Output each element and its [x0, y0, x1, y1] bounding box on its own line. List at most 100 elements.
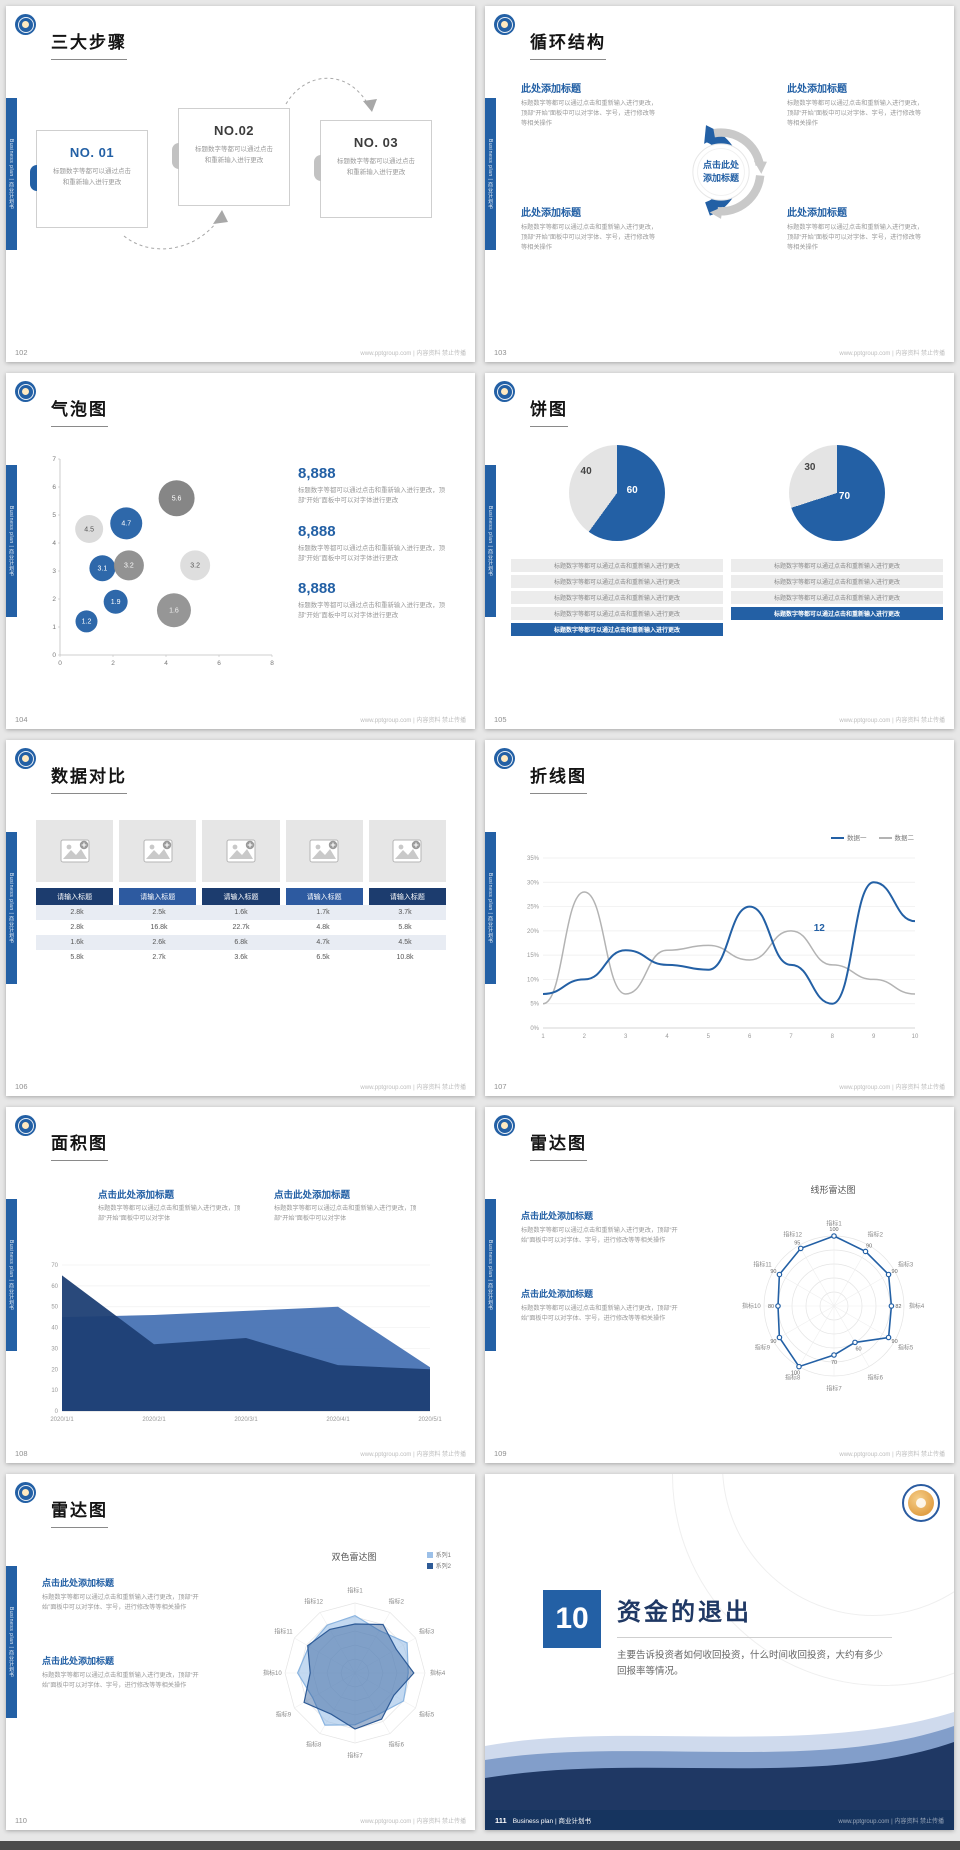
svg-text:指标9: 指标9 [755, 1343, 771, 1351]
svg-text:10: 10 [912, 1034, 919, 1040]
legend-series-2: 系列2 [426, 1561, 451, 1570]
bubble-chart: 0 1 2 3 4 5 6 7 0 2 4 6 8 4.5 4.7 5.6 3.1 3.2 3.2 1.9 1.2 1.6 [40, 451, 282, 678]
slide-105-pie-charts[interactable]: 饼图 40 60 标题数字等都可以通过点击和重新输入进行更改 标题数字等都可以通过点… [485, 373, 954, 729]
svg-text:2020/3/1: 2020/3/1 [234, 1417, 258, 1423]
block-text: 标题数字等都可以通过点击和重新输入进行更改，顶部“开始”面板中可以对字体、字号，… [787, 100, 924, 127]
svg-text:8: 8 [270, 660, 274, 667]
bubble-stats: 8,888 标题数字等都可以通过点击和重新输入进行更改，顶部“开始”面板中可以对… [298, 465, 450, 638]
table-cell: 10.8k [396, 954, 414, 961]
svg-text:40: 40 [51, 1326, 58, 1332]
table-header-cell: 请输入标题 [202, 888, 280, 905]
svg-text:7: 7 [789, 1034, 793, 1040]
footer-site-text: www.pptgroup.com | 内容资料 禁止传播 [839, 1452, 945, 1458]
footer-site-text: www.pptgroup.com | 内容资料 禁止传播 [360, 718, 466, 724]
footer-site-text: www.pptgroup.com | 内容资料 禁止传播 [360, 351, 466, 357]
svg-text:2020/4/1: 2020/4/1 [326, 1417, 350, 1423]
svg-text:1: 1 [52, 624, 56, 631]
table-cell: 4.8k [316, 924, 330, 931]
legend-label: 系列1 [435, 1553, 451, 1559]
table-header-cell: 请输入标题 [368, 888, 446, 905]
block-text: 标题数字等都可以通过点击和重新输入进行更改，顶部“开始”面板中可以对字体 [98, 1205, 241, 1222]
slide-106-data-comparison[interactable]: 数据对比 请输入标题 请输入标题 请输入标题 请输入标题 请输入标题 2.8k 2.5k 1.… [6, 740, 475, 1096]
table-cell: 16.8k [150, 924, 168, 931]
step-card-1: NO. 01 标题数字等都可以通过点击和重新输入进行更改 [30, 130, 148, 228]
svg-text:6: 6 [52, 484, 56, 491]
table-header-cell: 请输入标题 [119, 888, 197, 905]
svg-text:50: 50 [51, 1305, 58, 1311]
legend-series-1: 系列1 [426, 1550, 451, 1559]
school-emblem-icon [902, 1484, 940, 1522]
block-heading: 此处添加标题 [787, 208, 847, 219]
slide-title: 三大步骤 [51, 28, 127, 60]
slide-number: 104 [15, 715, 28, 724]
svg-text:指标5: 指标5 [898, 1343, 914, 1351]
table-cell: 3.6k [234, 954, 248, 961]
slide-number: 107 [494, 1082, 507, 1091]
pie-caption-rows: 标题数字等都可以通过点击和重新输入进行更改 标题数字等都可以通过点击和重新输入进行… [511, 559, 723, 636]
svg-text:指标12: 指标12 [783, 1230, 802, 1238]
table-cell: 5.8k [70, 954, 84, 961]
svg-text:3: 3 [52, 568, 56, 575]
slide-111-section-divider[interactable]: 10 资金的退出 主要告诉投资者如何收回投资，什么时间收回投资，大约有多少回报率… [485, 1474, 954, 1830]
table-cell: 2.7k [152, 954, 166, 961]
radar-chart-title: 线形雷达图 [810, 1185, 856, 1195]
slide-109-radar-line[interactable]: 雷达图 点击此处添加标题 标题数字等都可以通过点击和重新输入进行更改，顶部“开始… [485, 1107, 954, 1463]
slide-title: 面积图 [51, 1129, 108, 1161]
svg-text:指标1: 指标1 [347, 1586, 363, 1594]
pie-value-label: 60 [626, 485, 638, 497]
slide-107-line-chart[interactable]: 折线图 数据一 数据二 0% 5% 10% 15% 20% 25% 30% 35% 1 2 3 4 5 6… [485, 740, 954, 1096]
table-cell: 2.8k [70, 924, 84, 931]
slide-title: 饼图 [530, 395, 568, 427]
bottom-strip [0, 1841, 960, 1850]
sidebar-ribbon: Business plan | 商业计划书 [485, 465, 496, 617]
stat-value: 8,888 [298, 522, 336, 540]
school-logo-icon [15, 381, 36, 402]
svg-text:4.5: 4.5 [84, 526, 94, 533]
table-cell: 4.5k [398, 939, 412, 946]
svg-text:90: 90 [892, 1339, 898, 1345]
pie-chart-left: 40 60 标题数字等都可以通过点击和重新输入进行更改 标题数字等都可以通过点击和重… [511, 445, 723, 639]
sidebar-ribbon: Business plan | 商业计划书 [485, 98, 496, 250]
slide-110-radar-dual[interactable]: 雷达图 点击此处添加标题 标题数字等都可以通过点击和重新输入进行更改，顶部“开始… [6, 1474, 475, 1830]
slide-102-three-steps[interactable]: 三大步骤 NO. 01 标题数字等都可以通过点击和重新输入进行更改 NO.02 … [6, 6, 475, 362]
svg-text:90: 90 [866, 1243, 872, 1249]
slide-title: 循环结构 [530, 28, 606, 60]
step-card-3: NO. 03 标题数字等都可以通过点击和重新输入进行更改 [314, 120, 432, 218]
svg-text:2020/2/1: 2020/2/1 [142, 1417, 166, 1423]
table-row: 2.8k 16.8k 22.7k 4.8k 5.8k [36, 920, 446, 935]
pie-disc [569, 445, 665, 541]
legend-series-1: 数据一 [831, 832, 867, 842]
block-text: 标题数字等都可以通过点击和重新输入进行更改，顶部“开始”面板中可以对字体、字号，… [521, 100, 658, 127]
school-logo-icon [494, 381, 515, 402]
pie-caption-row: 标题数字等都可以通过点击和重新输入进行更改 [731, 591, 943, 604]
block-text: 标题数字等都可以通过点击和重新输入进行更改，顶部“开始”面板中可以对字体、字号，… [521, 1227, 678, 1244]
svg-text:60: 60 [855, 1346, 861, 1352]
svg-text:3.2: 3.2 [124, 563, 134, 570]
sidebar-ribbon: Business plan | 商业计划书 [485, 832, 496, 984]
svg-text:80: 80 [768, 1304, 774, 1310]
table-cell: 22.7k [232, 924, 250, 931]
slide-103-cycle[interactable]: 循环结构 此处添加标题 标题数字等都可以通过点击和重新输入进行更改，顶部“开始”… [485, 6, 954, 362]
svg-text:0: 0 [58, 660, 62, 667]
svg-text:5: 5 [52, 512, 56, 519]
cycle-block-3: 此处添加标题 标题数字等都可以通过点击和重新输入进行更改，顶部“开始”面板中可以… [521, 204, 659, 253]
slide-number: 103 [494, 348, 507, 357]
svg-text:25%: 25% [527, 905, 540, 911]
school-logo-icon [15, 1482, 36, 1503]
stat-text: 标题数字等都可以通过点击和重新输入进行更改，顶部“开始”面板中可以对字体进行更改 [298, 544, 445, 562]
svg-text:12: 12 [814, 923, 826, 934]
svg-text:35%: 35% [527, 856, 540, 862]
slide-108-area-chart[interactable]: 面积图 点击此处添加标题 标题数字等都可以通过点击和重新输入进行更改，顶部“开始… [6, 1107, 475, 1463]
footer-left: 111 Business plan | 商业计划书 [495, 1815, 591, 1825]
pie-caption-rows: 标题数字等都可以通过点击和重新输入进行更改 标题数字等都可以通过点击和重新输入进行… [731, 559, 943, 620]
slide-104-bubble-chart[interactable]: 气泡图 0 1 2 3 4 5 6 7 0 2 4 6 8 4.5 4.7 5.6 3.1 3.2 3.2 1.9 1.… [6, 373, 475, 729]
school-logo-icon [494, 748, 515, 769]
radar-legend: 系列1 系列2 [426, 1550, 451, 1572]
slide-number: 111 [495, 1816, 507, 1825]
half-circle-icon [172, 143, 179, 169]
svg-text:2: 2 [52, 596, 56, 603]
slide-title: 折线图 [530, 762, 587, 794]
slide-number: 110 [15, 1816, 27, 1825]
table-cell: 1.7k [316, 909, 330, 916]
radar-chart-title: 双色雷达图 [331, 1552, 377, 1562]
